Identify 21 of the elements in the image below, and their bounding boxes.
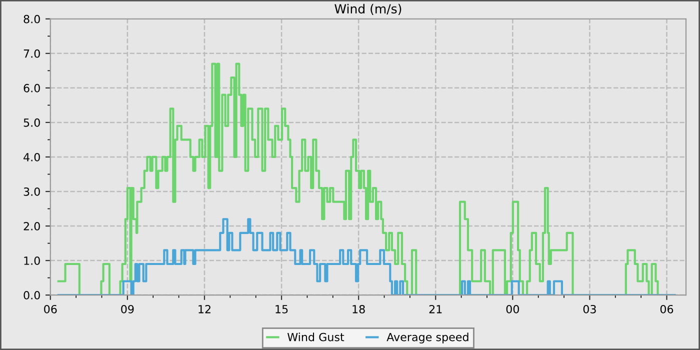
- x-tick-label: 21: [429, 304, 442, 314]
- y-tick-label: 8.0: [24, 14, 40, 24]
- x-tick-label: 15: [276, 305, 288, 314]
- y-tick-label: 1.0: [24, 256, 40, 265]
- legend-label: Average speed: [386, 332, 468, 344]
- legend-label: Wind Gust: [287, 332, 344, 342]
- y-tick-label: 5.0: [24, 118, 40, 127]
- y-tick-label: 4.0: [24, 152, 40, 162]
- x-tick-label: 12: [198, 304, 210, 314]
- x-tick-label: 18: [352, 304, 365, 314]
- x-tick-label: 06: [44, 304, 57, 314]
- x-tick-label: 00: [506, 304, 519, 314]
- y-tick-label: 0.0: [24, 291, 40, 300]
- chart-title: Wind (m/s): [334, 4, 402, 15]
- y-tick-label: 2.0: [24, 222, 40, 230]
- x-tick-label: 09: [121, 304, 134, 314]
- y-tick-label: 3.0: [24, 187, 40, 196]
- y-tick-label: 7.0: [24, 49, 40, 58]
- x-tick-label: 06: [660, 304, 674, 314]
- y-tick-label: 6.0: [24, 84, 40, 92]
- x-tick-label: 03: [583, 304, 596, 314]
